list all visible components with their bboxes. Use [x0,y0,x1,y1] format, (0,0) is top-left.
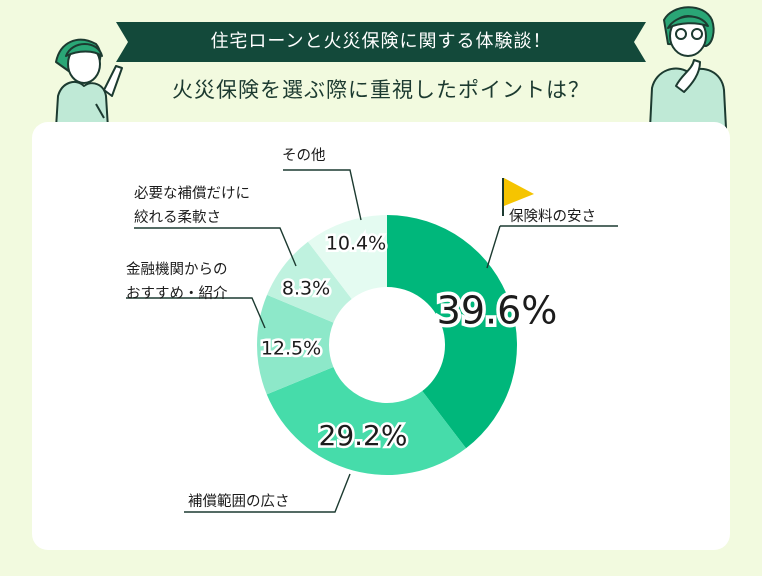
leader-line-1 [486,225,618,269]
category-label-1: 保険料の安さ [509,208,596,225]
flag-icon [502,178,534,216]
donut-slice-4 [267,241,352,323]
percent-label-1: 39.6% [437,289,558,333]
leader-line-2 [184,473,351,513]
left-person-illustration [55,38,123,129]
category-label-3: 金融機関からのおすすめ・紹介 [126,261,228,302]
leader-line-5 [283,169,362,221]
leader-line-4 [134,227,297,267]
category-label-4: 必要な補償だけに絞れる柔軟さ [134,185,250,226]
category-label-5: その他 [282,147,326,164]
chart-card [32,122,730,550]
donut-slice-3 [257,294,334,395]
right-person-illustration [649,6,727,129]
donut-slice-5 [307,215,387,299]
category-label-2: 補償範囲の広さ [188,492,290,510]
donut-slice-2 [266,367,467,475]
page-title: 火災保険を選ぶ際に重視したポイントは？ [172,78,590,102]
leader-line-3 [126,297,266,329]
percent-label-5: 10.4% [326,233,386,255]
banner-text: 住宅ローンと火災保険に関する体験談！ [210,31,552,52]
donut-slice-1 [387,215,518,449]
percent-label-4: 8.3% [282,278,330,300]
percent-label-2: 29.2% [319,419,408,452]
title-ribbon [116,22,646,62]
percent-label-3: 12.5% [261,338,321,360]
header-banner-graphic [55,6,727,129]
